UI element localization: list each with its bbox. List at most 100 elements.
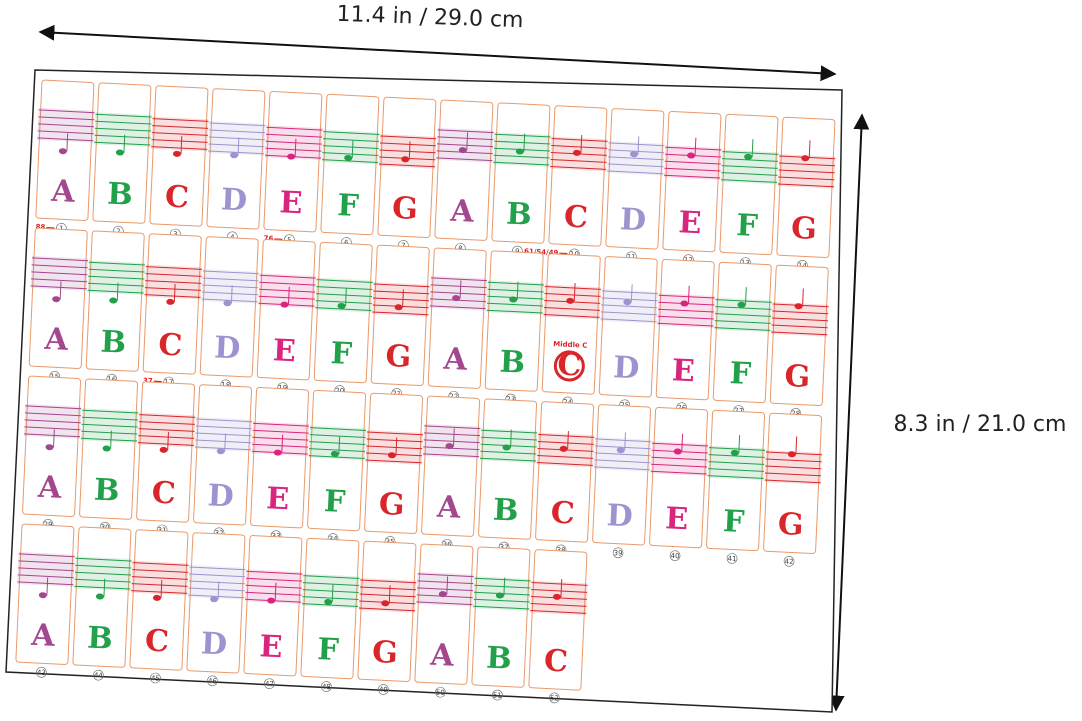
sticker: D32 [191,384,254,539]
note-letter: B [499,344,526,380]
sticker: B30 [77,379,140,534]
sticker: A 50 [412,544,475,699]
width-label: 11.4 in / 29.0 cm [336,2,524,34]
note-letter: B [506,196,533,232]
note-letter: A [50,174,77,210]
sticker-number: 43 [37,669,46,677]
note-letter: B [107,177,134,213]
note-letter: F [323,484,346,520]
sticker: A29 [20,376,83,531]
sticker: C3 [147,86,210,241]
note-letter: C [550,495,575,531]
note-letter: G [784,359,811,395]
sticker-number: 47 [265,680,274,688]
sticker-number: 44 [94,671,104,679]
note-letter: E [259,629,283,665]
sticker: C45 [127,530,190,685]
sticker: A36 [419,396,482,551]
note-letter: G [385,339,412,375]
note-letter: E [678,205,702,241]
note-letter: A [43,322,70,358]
note-letter: F [337,188,360,224]
note-letter: F [722,504,745,540]
sticker: E 47 [241,535,304,690]
sticker: F13 [717,114,780,269]
sticker: D 39 [590,404,653,559]
sticker: F20 [312,242,375,397]
note-letter: C [151,475,176,511]
note-letter: D [613,350,641,386]
sticker: D4 [204,88,267,243]
sticker-number: 46 [208,677,218,685]
note-letter: D [619,202,647,238]
sticker: G7 [375,97,438,252]
sticker-number: 40 [670,552,679,560]
sticker-number: 41 [727,555,736,563]
note-letter: C [158,327,183,363]
sticker: D 46 [184,532,247,687]
sticker: E26 [654,259,717,414]
sticker: G42 [761,413,824,568]
sticker: A15 [27,228,90,383]
sticker: A43 [13,524,76,679]
note-letter: C [563,199,588,235]
sticker: D25 [597,256,660,411]
sticker-number: 50 [436,689,445,697]
sticker: G14 [774,117,837,272]
note-letter: E [664,501,688,537]
sticker: Middle CC24 [540,254,603,409]
sticker-number: 39 [613,549,622,557]
sticker: B 51 [469,547,532,702]
sticker: B 44 [70,527,133,682]
sticker: C 52 [526,550,589,705]
note-letter: B [93,473,120,509]
note-letter: A [435,490,462,526]
note-letter: E [265,481,289,517]
note-letter: B [100,325,127,361]
sticker-number: 45 [151,674,160,682]
sticker: F27 [711,262,774,417]
sticker: B16 [84,231,147,386]
sticker: A22 [426,248,489,403]
sticker: C31 [134,382,197,537]
note-letter: F [736,208,759,244]
sticker: E 40 [647,407,710,562]
sticker: C38 [533,402,596,557]
sticker: D18 [198,236,261,391]
note-letter: E [671,353,695,389]
note-letter: D [606,498,634,534]
sticker: F 41 [704,410,767,565]
note-letter: E [272,333,296,369]
sticker: B9 [489,103,552,258]
sticker: F48 [298,538,361,693]
note-letter: C [557,347,582,383]
sticker-number: 51 [493,691,502,699]
sticker: E12 [660,111,723,266]
width-arrow [40,32,835,74]
note-letter: A [429,638,456,674]
sticker: E19 [255,239,318,394]
note-letter: C [543,643,568,679]
note-letter: G [790,211,817,247]
sticker-number: 42 [784,558,793,566]
note-letter: D [220,182,248,218]
note-letter: A [36,470,63,506]
sticker: E33 [248,387,311,542]
note-letter: E [279,185,303,221]
note-letter: A [449,194,476,230]
note-letter: C [164,179,189,215]
sticker: G35 [362,393,425,548]
note-letter: D [207,478,235,514]
note-letter: B [87,621,114,657]
sticker: G21 [369,245,432,400]
note-letter: B [486,640,513,676]
note-letter: G [391,191,418,227]
sticker-number: 52 [550,694,559,702]
note-letter: D [200,626,228,662]
sticker: A8 [432,100,495,255]
note-letter: B [492,492,519,528]
sticker: F34 [305,390,368,545]
note-letter: G [371,635,398,671]
